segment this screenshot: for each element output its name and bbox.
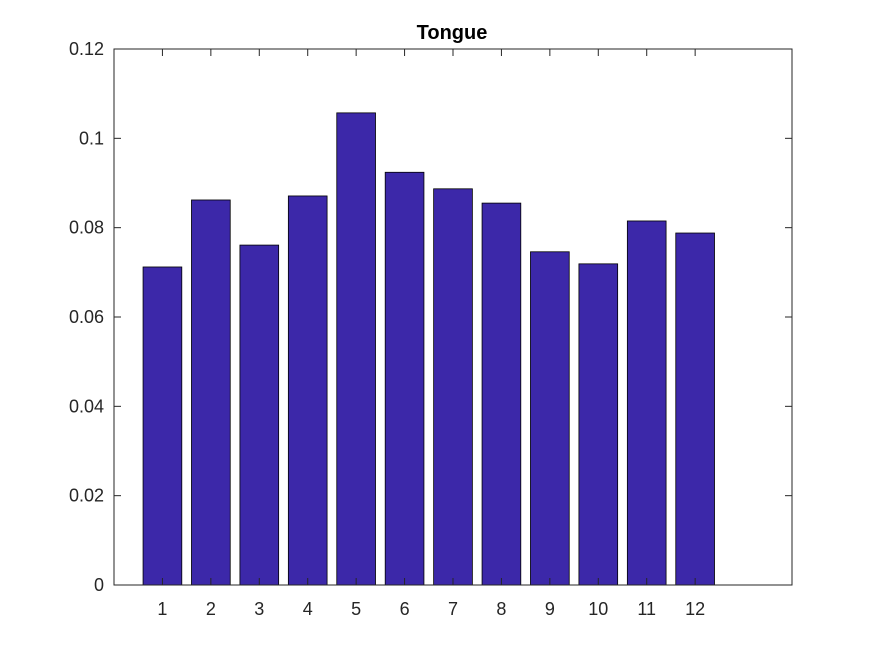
- bars-layer: [142, 112, 715, 586]
- x-tick-label: 1: [157, 599, 167, 619]
- x-tick-label: 9: [545, 599, 555, 619]
- y-tick-label: 0.04: [69, 396, 104, 416]
- y-tick-label: 0.02: [69, 486, 104, 506]
- x-tick-label: 8: [496, 599, 506, 619]
- y-tick-label: 0: [94, 575, 104, 595]
- x-tick-label: 3: [254, 599, 264, 619]
- y-tick-label: 0.1: [79, 128, 104, 148]
- bar-4: [287, 195, 328, 586]
- bar-7: [433, 188, 473, 586]
- bar-8: [481, 202, 522, 586]
- chart-title: Tongue: [417, 22, 488, 44]
- y-tick-label: 0.06: [69, 307, 104, 327]
- x-tick-label: 4: [303, 599, 313, 619]
- y-tick-label: 0.08: [69, 218, 104, 238]
- bar-2: [191, 199, 231, 586]
- bar-6: [384, 171, 425, 586]
- bar-3: [239, 244, 280, 586]
- x-tick-label: 7: [448, 599, 458, 619]
- x-tick-label: 10: [588, 599, 608, 619]
- x-tick-label: 2: [206, 599, 216, 619]
- bar-10: [578, 263, 619, 586]
- bar-9: [530, 251, 570, 586]
- bar-12: [675, 232, 715, 586]
- x-tick-label: 5: [351, 599, 361, 619]
- x-tick-label: 6: [400, 599, 410, 619]
- x-tick-label: 12: [685, 599, 705, 619]
- bar-5: [336, 112, 376, 586]
- bar-1: [142, 266, 183, 586]
- x-tick-label: 11: [637, 599, 656, 619]
- y-tick-label: 0.12: [69, 39, 104, 59]
- bar-11: [626, 220, 667, 586]
